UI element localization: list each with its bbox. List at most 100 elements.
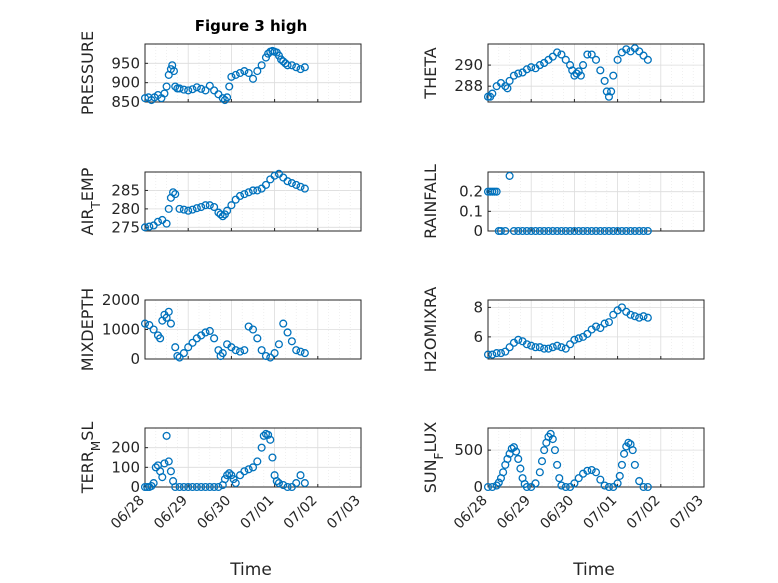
data-point	[220, 475, 229, 484]
data-point	[553, 226, 562, 236]
data-point	[639, 312, 648, 321]
data-point	[218, 94, 227, 103]
data-point	[300, 63, 309, 72]
data-point	[492, 187, 501, 196]
data-point	[553, 460, 562, 469]
data-point	[292, 479, 301, 488]
data-point	[561, 226, 570, 236]
data-point	[501, 347, 510, 356]
data-point	[270, 349, 279, 358]
data-point	[548, 226, 557, 236]
data-point	[287, 179, 296, 188]
data-point	[188, 338, 197, 347]
data-point	[268, 453, 277, 462]
data-point	[184, 343, 193, 352]
data-point	[179, 482, 188, 492]
data-point	[257, 346, 266, 355]
data-point	[169, 67, 178, 76]
y-tick-label: 0	[130, 478, 140, 496]
data-point	[604, 482, 614, 492]
data-point	[544, 344, 553, 353]
data-point	[240, 346, 249, 355]
y-axis-label: PRESSURE	[78, 31, 97, 115]
data-point	[583, 466, 592, 475]
data-point	[160, 459, 169, 468]
data-point	[292, 180, 301, 189]
data-point	[604, 226, 614, 236]
axes-box	[487, 171, 705, 232]
y-axis-label: H2OMIXRA	[421, 287, 440, 373]
data-point	[227, 72, 236, 81]
data-point	[300, 349, 309, 358]
data-point	[602, 87, 611, 96]
data-point	[509, 443, 518, 452]
data-point	[635, 226, 644, 236]
data-point	[227, 201, 236, 210]
data-point	[274, 479, 283, 488]
data-point	[175, 84, 184, 93]
data-point	[527, 63, 536, 72]
data-point	[596, 475, 605, 484]
data-point	[494, 478, 503, 487]
data-point	[488, 482, 497, 492]
y-tick-label: 1000	[102, 321, 140, 339]
data-point	[164, 204, 173, 213]
data-point	[184, 206, 193, 215]
data-point	[261, 180, 271, 189]
data-point	[160, 89, 169, 98]
subplot-2: 288 290 THETA	[421, 43, 705, 103]
data-point	[192, 482, 201, 492]
axes-box	[144, 171, 362, 232]
data-point	[609, 310, 618, 319]
data-point	[253, 186, 262, 195]
data-point	[505, 171, 514, 180]
data-point	[244, 188, 253, 197]
data-point	[522, 340, 531, 349]
data-point	[609, 226, 618, 236]
data-point	[274, 51, 283, 60]
data-point	[257, 61, 266, 70]
data-point	[613, 55, 622, 64]
y-tick-label: 500	[454, 441, 483, 459]
y-tick-label: 275	[111, 218, 140, 236]
data-point	[596, 323, 605, 333]
data-point	[566, 226, 575, 236]
data-point	[218, 349, 227, 358]
data-point	[231, 70, 240, 79]
data-point	[572, 69, 581, 78]
data-point	[201, 86, 210, 95]
data-point	[600, 481, 609, 490]
data-point	[162, 431, 171, 440]
data-point	[643, 482, 652, 492]
data-point	[257, 443, 266, 452]
data-point	[574, 226, 583, 236]
data-point	[557, 481, 566, 490]
figure-title: Figure 3 high	[195, 17, 308, 35]
data-point	[229, 475, 238, 484]
data-point	[188, 85, 197, 94]
data-point	[522, 226, 531, 236]
data-point	[553, 341, 562, 350]
data-point	[496, 349, 506, 358]
data-point	[609, 71, 618, 80]
data-point	[514, 69, 523, 78]
x-axis-label-right: Time	[572, 560, 615, 580]
data-point	[583, 329, 592, 338]
data-point	[231, 346, 240, 355]
data-point	[164, 457, 173, 466]
data-point	[270, 171, 279, 180]
data-point	[587, 465, 596, 475]
data-point	[227, 471, 236, 480]
data-point	[149, 325, 158, 334]
data-point	[166, 319, 175, 328]
data-point	[514, 226, 523, 236]
data-point	[630, 460, 639, 469]
data-point	[179, 205, 188, 214]
data-point	[175, 482, 184, 492]
data-point	[622, 45, 631, 54]
y-axis-label: RAINFALL	[421, 164, 440, 239]
data-point	[240, 467, 249, 476]
